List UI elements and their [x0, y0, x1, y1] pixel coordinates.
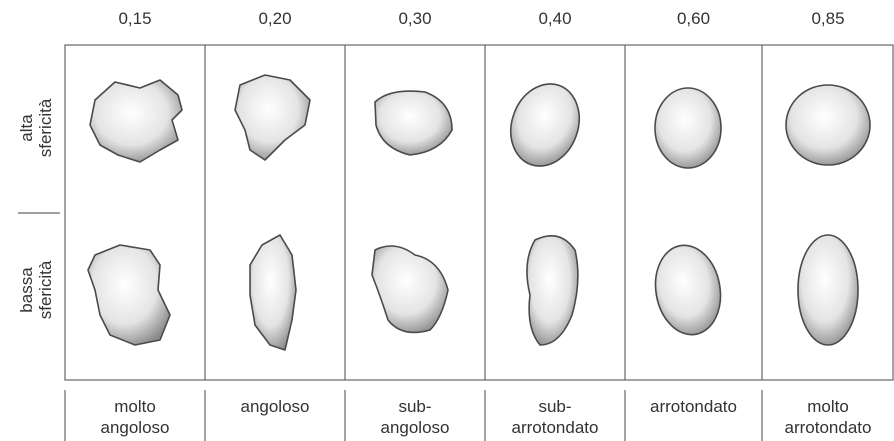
grain [527, 236, 578, 345]
roundness-value: 0,20 [258, 9, 291, 28]
grid-box [65, 45, 893, 380]
roundness-value: 0,85 [811, 9, 844, 28]
roundness-label: arrotondato [650, 397, 737, 416]
roundness-value: 0,60 [677, 9, 710, 28]
sphericity-line: alta [17, 114, 36, 142]
roundness-label: sub- [538, 397, 571, 416]
roundness-label: molto [114, 397, 156, 416]
grain [786, 85, 870, 165]
roundness-label: molto [807, 397, 849, 416]
roundness-label: angoloso [240, 397, 309, 416]
grain [250, 235, 296, 350]
grain [90, 80, 182, 162]
grain [500, 74, 591, 176]
roundness-label: sub- [398, 397, 431, 416]
roundness-value: 0,40 [538, 9, 571, 28]
sphericity-line: bassa [17, 267, 36, 313]
grain [235, 75, 310, 160]
grain [655, 88, 721, 168]
grain [798, 235, 858, 345]
roundness-label: arrotondato [785, 418, 872, 437]
roundness-value: 0,30 [398, 9, 431, 28]
roundness-value: 0,15 [118, 9, 151, 28]
roundness-label: angoloso [100, 418, 169, 437]
grain [375, 91, 452, 155]
grain [372, 246, 448, 332]
roundness-label: angoloso [380, 418, 449, 437]
roundness-diagram: 0,15 molto angoloso 0,20 angoloso 0,30 sub-ang… [0, 0, 894, 441]
sphericity-line: sfericità [36, 260, 55, 319]
roundness-label: arrotondato [512, 418, 599, 437]
grain [649, 240, 728, 340]
sphericity-line: sfericità [36, 98, 55, 157]
grain [88, 245, 170, 345]
